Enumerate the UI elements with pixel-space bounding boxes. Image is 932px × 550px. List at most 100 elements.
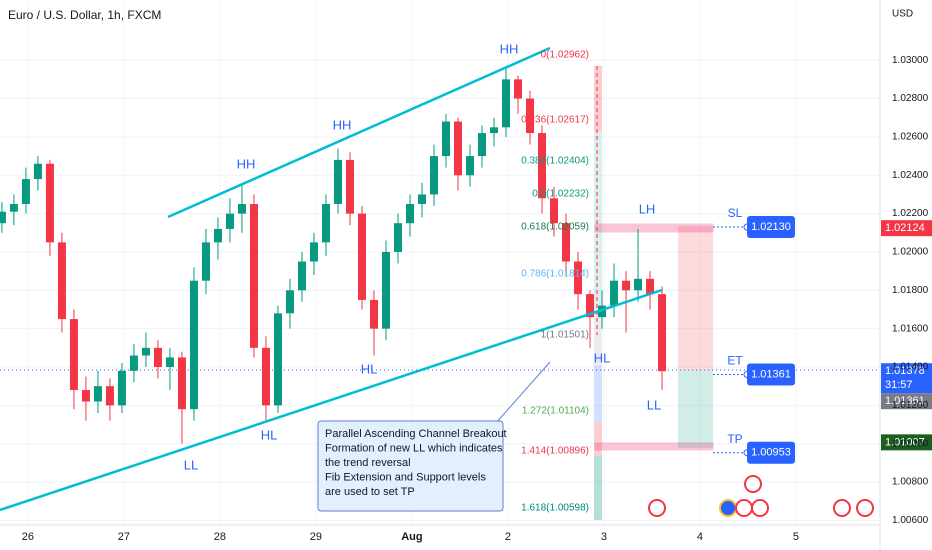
note-line: Parallel Ascending Channel Breakout xyxy=(325,428,507,440)
trade-name: ET xyxy=(727,354,743,368)
y-tick-label: 1.01400 xyxy=(892,362,929,373)
chart-title: Euro / U.S. Dollar, 1h, FXCM xyxy=(8,8,161,22)
note: Parallel Ascending Channel Breakout Forma… xyxy=(325,428,507,498)
trade-box xyxy=(747,441,795,464)
y-tick-label: 1.01800 xyxy=(892,285,929,296)
y-tick-label: 1.02400 xyxy=(892,170,929,181)
price-tag xyxy=(881,220,932,237)
candle-body xyxy=(309,242,318,262)
fib-level: 0.618(1.02059) xyxy=(521,222,589,233)
candle-body xyxy=(249,204,258,348)
fib-level: 0.786(1.01814) xyxy=(521,269,589,280)
note-line: the trend reversal xyxy=(325,457,411,469)
trade-box xyxy=(747,216,795,239)
candle-body xyxy=(105,386,114,406)
candle-body xyxy=(526,98,535,134)
candle-body xyxy=(45,163,54,243)
candle-body xyxy=(586,294,595,318)
candle-body xyxy=(514,79,523,99)
fib-zone xyxy=(594,312,602,366)
price-tag-label: 1.02124 xyxy=(885,222,925,234)
candle-body xyxy=(333,159,342,205)
candle-body xyxy=(466,156,475,176)
candle-body xyxy=(598,305,607,318)
x-tick-label: 2 xyxy=(505,531,511,543)
fib-level: 0.382(1.02404) xyxy=(521,156,589,167)
candle-body xyxy=(490,127,499,134)
trade-name: SL xyxy=(728,206,743,220)
y-tick-label: 1.02200 xyxy=(892,208,929,219)
fib-level: 1.272(1.01104) xyxy=(522,406,589,417)
candle-body xyxy=(81,390,90,402)
fib-level: 1.618(1.00598) xyxy=(521,503,589,514)
candle-body xyxy=(550,198,559,224)
annotations: HH HH HH HL HL LL LH HL LL 0(1.02962) 0.236(1.0261… xyxy=(184,41,661,513)
swing-label: HH xyxy=(500,41,519,56)
fib-zone xyxy=(594,132,602,312)
price-tag-label: 1.01378 xyxy=(885,365,925,377)
note-line: Fib Extension and Support levels xyxy=(325,471,486,483)
candle-body xyxy=(57,242,66,320)
candle-body xyxy=(201,242,210,281)
swing-label: HL xyxy=(594,350,611,365)
x-tick-label: 3 xyxy=(601,531,607,543)
x-tick-label: 27 xyxy=(118,531,130,543)
candle-body xyxy=(381,251,390,329)
candle-body xyxy=(189,280,198,410)
candle-body xyxy=(153,347,162,368)
candle-body xyxy=(165,357,174,368)
candle-body xyxy=(93,386,102,402)
candle-body xyxy=(562,223,571,262)
swing-label: HL xyxy=(261,427,278,442)
price-tag-label: 1.01007 xyxy=(885,436,925,448)
price-tags: 1.02130 SL 1.01361 ET 1.00953 TP 1.02124 1.0137… xyxy=(713,206,932,464)
price-tag xyxy=(881,393,932,410)
candle-body xyxy=(129,355,138,371)
swing-label: HH xyxy=(237,156,256,171)
y-tick-label: 1.01000 xyxy=(892,438,929,449)
candle-body xyxy=(237,204,246,214)
candle-body xyxy=(417,194,426,205)
price-tag xyxy=(881,434,932,451)
candle-body xyxy=(297,261,306,291)
candle-body xyxy=(405,204,414,224)
y-tick-label: 1.01600 xyxy=(892,323,929,334)
countdown: 31:57 xyxy=(885,379,913,391)
risk-zone xyxy=(678,226,713,370)
candle-body xyxy=(357,213,366,300)
price-tag-label: 1.01361 xyxy=(885,395,925,407)
x-tick-label: 4 xyxy=(697,531,703,543)
candle-body xyxy=(141,347,150,356)
x-tick-label: 28 xyxy=(214,531,226,543)
fib-zone xyxy=(594,456,602,520)
candle-body xyxy=(658,294,667,372)
channel-lower xyxy=(0,288,663,512)
note-line: Formation of new LL which indicates xyxy=(325,442,503,454)
candle-body xyxy=(0,211,6,224)
y-tick-label: 1.01200 xyxy=(892,400,929,411)
candle-body xyxy=(117,370,126,406)
candle-body xyxy=(369,299,378,329)
reward-zone xyxy=(678,370,713,448)
candle-body xyxy=(442,121,451,157)
trade-name: TP xyxy=(727,432,742,446)
swing-label: HL xyxy=(361,361,378,376)
candle-body xyxy=(321,204,330,243)
trade-box xyxy=(747,363,795,386)
candle-body xyxy=(574,261,583,295)
y-tick-label: 1.03000 xyxy=(892,55,929,66)
swing-label: LH xyxy=(639,201,656,216)
fib-zone xyxy=(594,66,602,132)
x-tick-label: 5 xyxy=(793,531,799,543)
note-line: are used to set TP xyxy=(325,486,415,498)
y-tick-label: 1.00600 xyxy=(892,515,929,526)
note-box xyxy=(317,420,504,512)
x-tick-label: 26 xyxy=(22,531,34,543)
candle-body xyxy=(478,133,487,157)
candle-body xyxy=(610,280,619,306)
trade-value: 1.00953 xyxy=(751,447,791,459)
candle-body xyxy=(21,179,30,205)
trade-value: 1.01361 xyxy=(751,368,791,380)
candle-body xyxy=(9,204,18,212)
